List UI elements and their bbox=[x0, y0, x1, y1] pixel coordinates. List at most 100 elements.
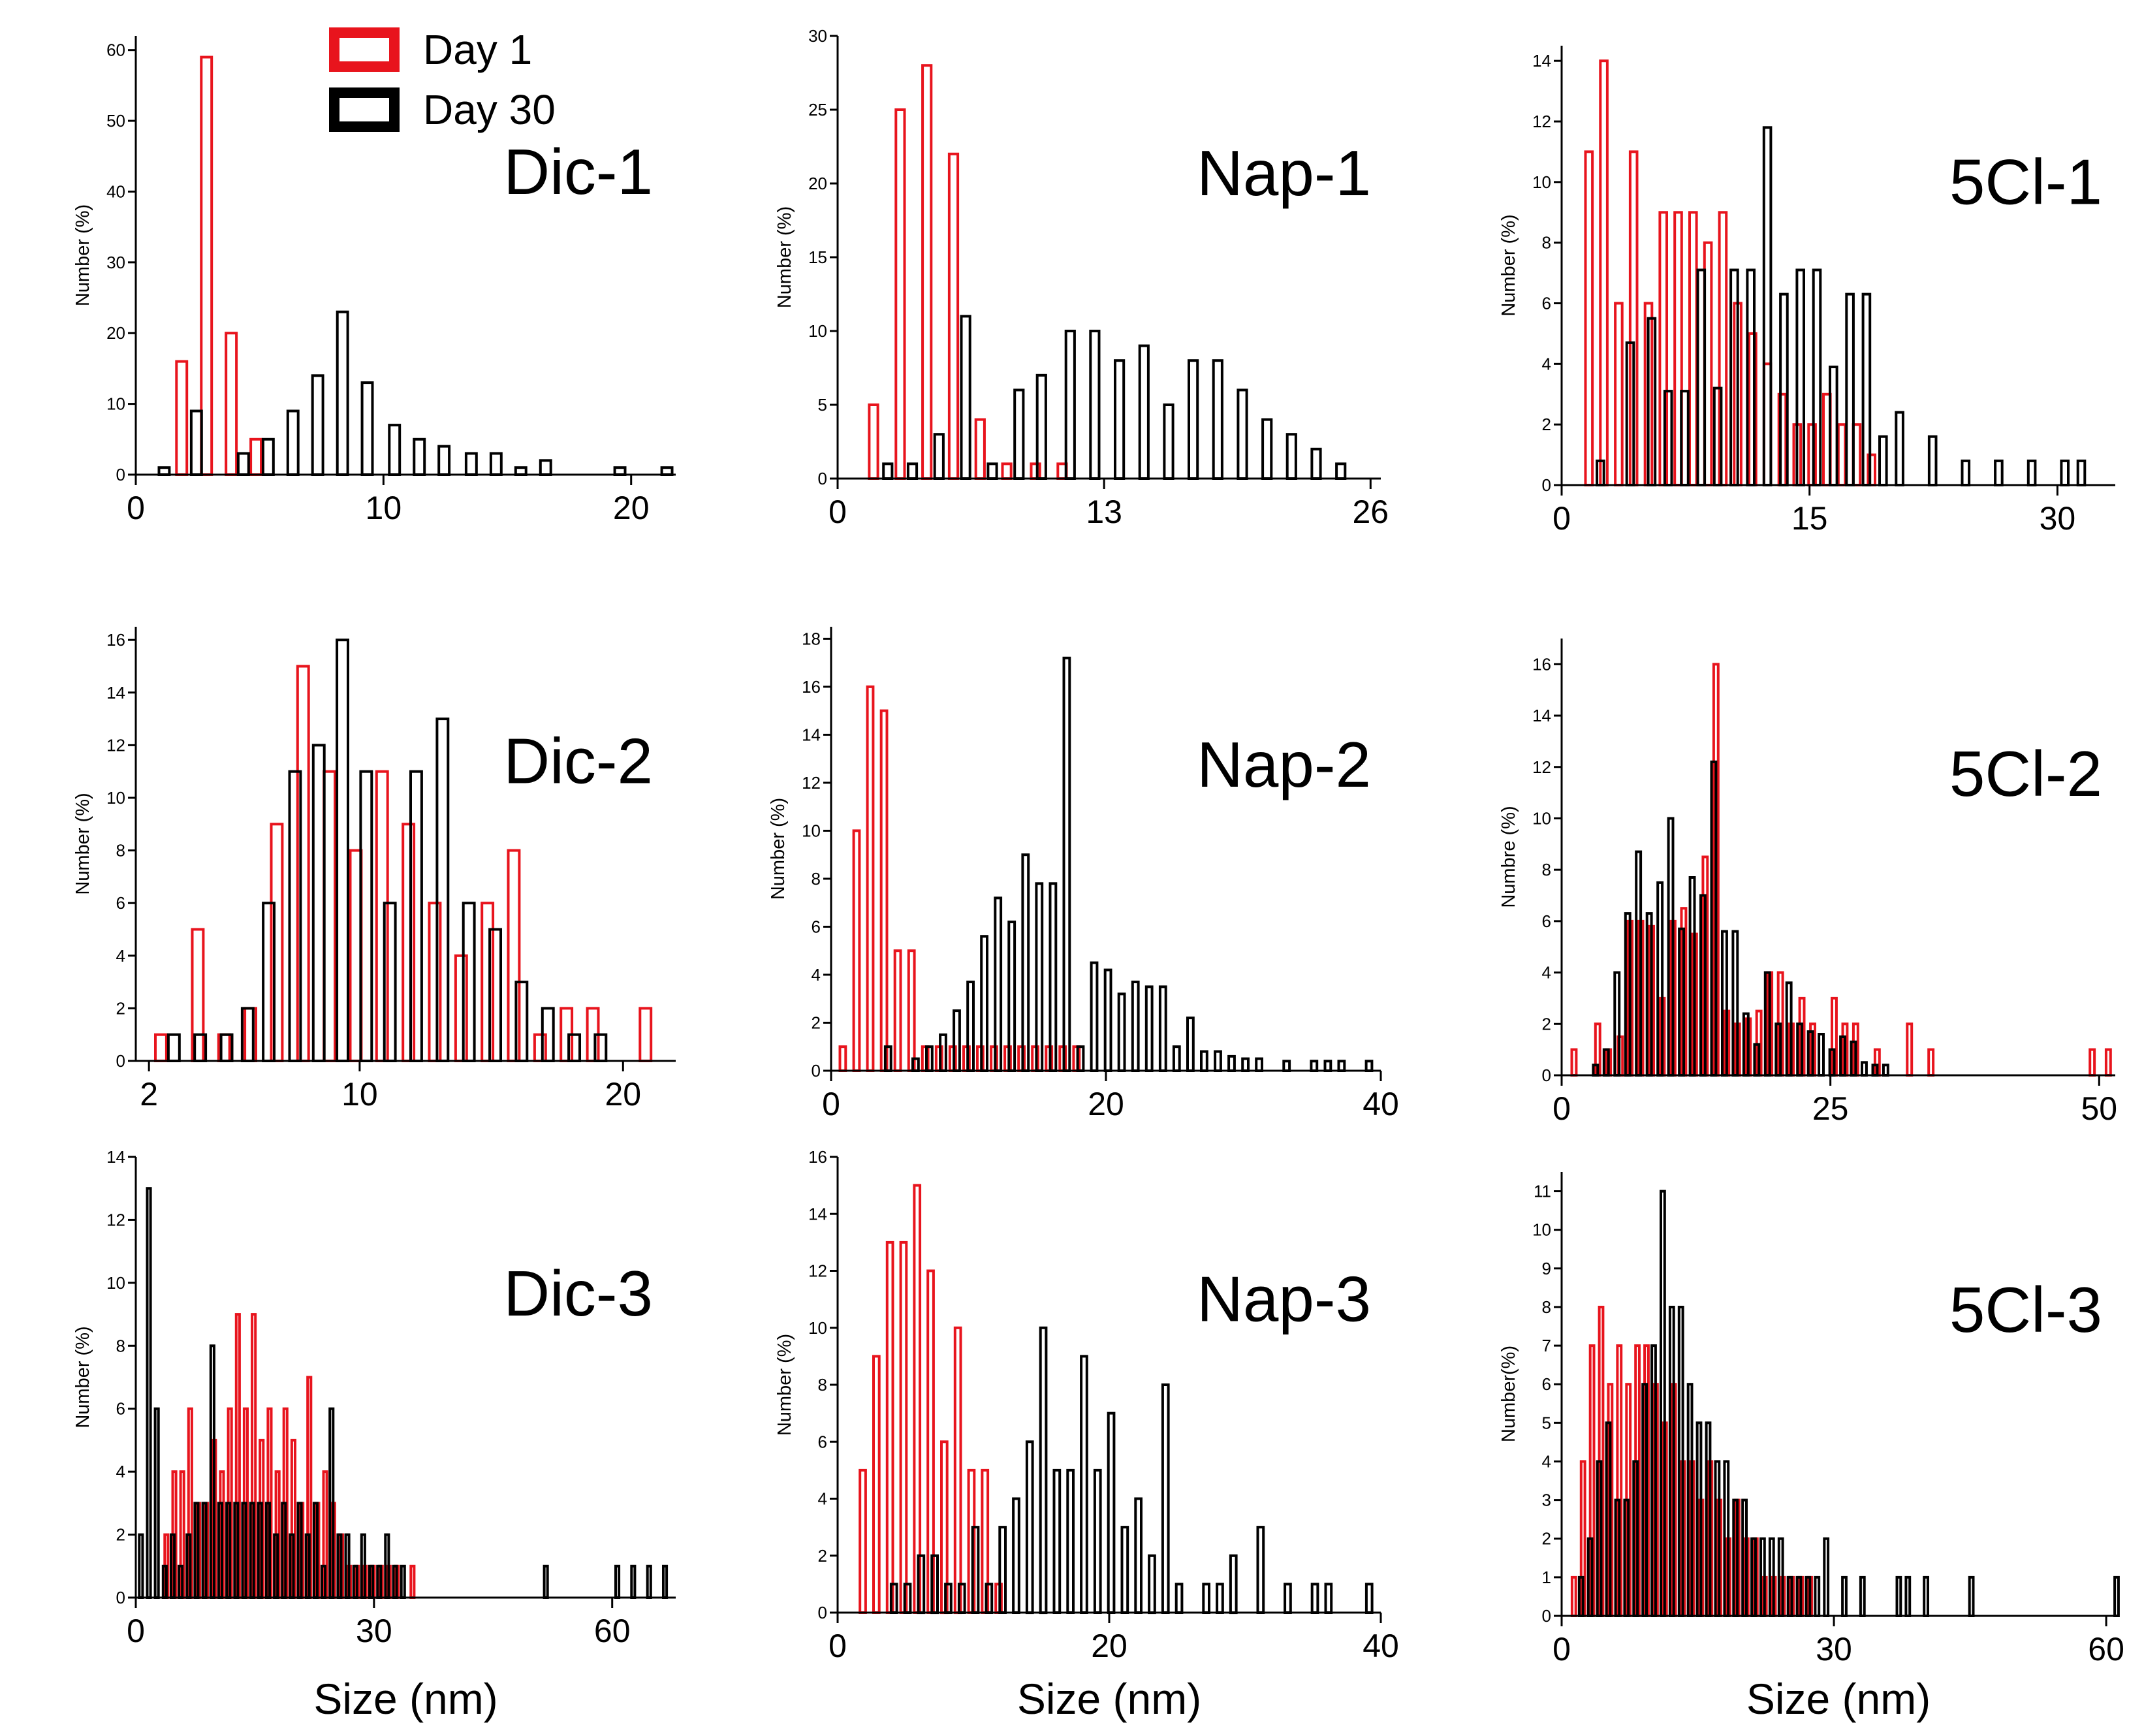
x-axis-title: Size (nm) bbox=[313, 1675, 497, 1723]
bar bbox=[1660, 1190, 1666, 1617]
bar bbox=[336, 639, 349, 1062]
bar bbox=[1850, 1040, 1857, 1077]
y-axis-label: Numbre (%) bbox=[1498, 806, 1519, 907]
bar bbox=[1614, 1498, 1621, 1618]
bar bbox=[1763, 971, 1771, 1077]
legend-label: Day 1 bbox=[423, 26, 532, 73]
bar bbox=[185, 1533, 192, 1600]
bar bbox=[638, 1007, 653, 1063]
bar bbox=[489, 452, 503, 476]
x-tick-label: 2 bbox=[140, 1076, 158, 1113]
bar bbox=[953, 1326, 962, 1615]
bar bbox=[994, 896, 1003, 1073]
bar bbox=[1762, 126, 1773, 487]
legend: Day 1 Day 30 bbox=[329, 26, 556, 133]
y-tick-label: 8 bbox=[1542, 233, 1551, 253]
bar bbox=[1904, 1575, 1912, 1617]
bar bbox=[1174, 1583, 1184, 1614]
bar bbox=[1570, 1048, 1578, 1077]
bar bbox=[1570, 1575, 1577, 1617]
bar bbox=[947, 152, 960, 481]
bar bbox=[966, 981, 975, 1072]
x-axis-title: Size (nm) bbox=[1746, 1675, 1931, 1723]
bar bbox=[541, 1007, 555, 1063]
y-tick-label: 10 bbox=[802, 821, 821, 840]
bar bbox=[289, 1533, 295, 1600]
bar bbox=[1845, 292, 1855, 486]
bar bbox=[852, 829, 861, 1073]
bar bbox=[1021, 853, 1030, 1072]
bar bbox=[930, 1554, 939, 1615]
bar bbox=[1632, 1460, 1639, 1617]
bar bbox=[1577, 1575, 1584, 1617]
y-tick-label: 20 bbox=[808, 174, 827, 193]
y-tick-label: 15 bbox=[808, 247, 827, 267]
bar bbox=[1927, 435, 1938, 487]
bar bbox=[1035, 882, 1044, 1073]
bar bbox=[1882, 1064, 1889, 1077]
legend-label: Day 30 bbox=[423, 86, 556, 133]
bar bbox=[1284, 1583, 1292, 1614]
bar bbox=[1089, 330, 1101, 480]
y-tick-label: 12 bbox=[802, 773, 821, 793]
bar bbox=[1994, 459, 2004, 487]
bar bbox=[1158, 985, 1167, 1073]
bar bbox=[1923, 1575, 1929, 1617]
bar bbox=[170, 1533, 176, 1600]
y-tick-label: 18 bbox=[802, 629, 821, 648]
bar bbox=[1779, 292, 1789, 486]
bar bbox=[1596, 1460, 1603, 1617]
x-tick-label: 20 bbox=[605, 1076, 642, 1113]
panel-label: Dic-2 bbox=[503, 725, 653, 797]
bar bbox=[1777, 1537, 1784, 1617]
panel-label: 5Cl-2 bbox=[1949, 738, 2102, 810]
bar bbox=[1337, 1060, 1346, 1073]
bar bbox=[1256, 1526, 1265, 1615]
y-tick-label: 12 bbox=[106, 735, 125, 755]
bar bbox=[1586, 1537, 1594, 1617]
bar bbox=[1310, 1060, 1319, 1073]
bar bbox=[917, 1554, 926, 1615]
bar bbox=[646, 1564, 652, 1600]
bar bbox=[1839, 1035, 1847, 1077]
bar bbox=[157, 466, 171, 477]
bar bbox=[153, 1407, 160, 1599]
bar bbox=[1805, 1575, 1812, 1617]
bar bbox=[166, 1033, 181, 1062]
y-axis-label: Number (%) bbox=[768, 798, 789, 900]
x-tick-label: 0 bbox=[822, 1086, 840, 1122]
bar bbox=[462, 902, 476, 1062]
bar bbox=[1841, 1575, 1848, 1617]
bar bbox=[1599, 59, 1609, 486]
bar bbox=[360, 381, 374, 476]
bar bbox=[1837, 423, 1847, 487]
bar bbox=[1066, 1468, 1075, 1614]
bar bbox=[883, 1045, 892, 1072]
y-tick-label: 8 bbox=[116, 841, 125, 860]
bar bbox=[201, 1502, 208, 1599]
bar bbox=[1107, 1412, 1116, 1615]
bar bbox=[1172, 1045, 1181, 1072]
y-tick-label: 25 bbox=[808, 100, 827, 119]
bar bbox=[1667, 817, 1675, 1077]
bar bbox=[838, 1045, 847, 1072]
bar bbox=[1721, 930, 1728, 1077]
bar bbox=[1677, 1306, 1684, 1617]
bar bbox=[1285, 433, 1297, 481]
bar bbox=[1871, 1064, 1879, 1077]
bar bbox=[1686, 1383, 1694, 1617]
bar bbox=[1138, 344, 1150, 480]
bar bbox=[985, 1583, 994, 1614]
y-tick-label: 0 bbox=[1542, 1065, 1551, 1085]
x-tick-label: 10 bbox=[341, 1076, 378, 1113]
bar bbox=[630, 1564, 637, 1600]
bar bbox=[409, 770, 423, 1062]
bar bbox=[437, 445, 451, 476]
bar bbox=[1624, 912, 1632, 1077]
bar bbox=[257, 1502, 263, 1599]
bar bbox=[336, 310, 349, 477]
bar bbox=[1163, 403, 1174, 480]
bar bbox=[209, 1344, 215, 1600]
